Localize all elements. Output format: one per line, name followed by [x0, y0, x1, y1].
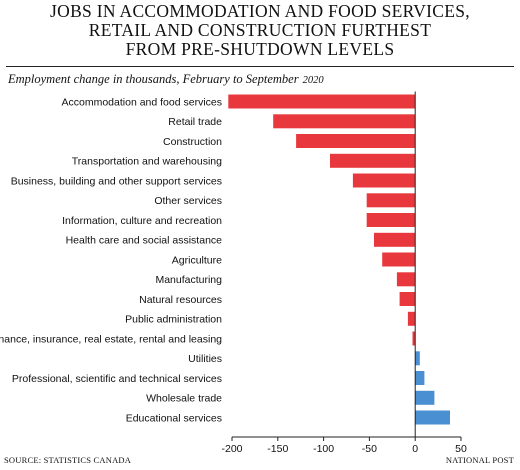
x-tick-label: 50 — [455, 443, 467, 455]
bar — [399, 292, 416, 306]
category-label: Information, culture and recreation — [62, 215, 222, 227]
title-divider — [6, 66, 514, 67]
chart-subtitle: Employment change in thousands, February… — [8, 72, 324, 87]
category-label: Wholesale trade — [146, 393, 222, 405]
title-line-2: RETAIL AND CONSTRUCTION FURTHEST — [88, 20, 432, 40]
x-tick-label: -50 — [362, 443, 377, 455]
x-tick-label: -150 — [267, 443, 288, 455]
title-line-1: JOBS IN ACCOMMODATION AND FOOD SERVICES, — [50, 1, 470, 21]
category-label: Health care and social assistance — [66, 235, 223, 247]
bar — [415, 351, 420, 366]
bar — [396, 272, 416, 287]
category-label: Natural resources — [139, 294, 222, 306]
bar — [415, 390, 435, 405]
title-line-3: FROM PRE-SHUTDOWN LEVELS — [125, 39, 395, 59]
category-label: Educational services — [126, 412, 222, 424]
category-label: Public administration — [125, 314, 222, 326]
category-label: Accommodation and food services — [62, 96, 223, 108]
x-tick-label: -200 — [221, 443, 242, 455]
category-label: Agriculture — [172, 254, 222, 266]
bar — [412, 331, 416, 346]
category-label: Retail trade — [168, 116, 222, 128]
x-tick-label: 0 — [412, 443, 418, 455]
bar — [330, 153, 416, 168]
category-label: Transportation and warehousing — [72, 156, 222, 168]
x-tick-label: -100 — [313, 443, 334, 455]
category-label: Manufacturing — [155, 274, 222, 286]
bar — [296, 134, 416, 148]
subtitle-year: 2020 — [302, 75, 324, 86]
bar — [228, 94, 416, 109]
category-label: Other services — [154, 195, 222, 207]
category-label: Finance, insurance, real estate, rental … — [0, 333, 222, 345]
category-label: Utilities — [188, 353, 222, 365]
subtitle-text: Employment change in thousands, February… — [8, 72, 299, 86]
bar — [366, 213, 416, 227]
category-label: Business, building and other support ser… — [11, 175, 222, 187]
chart-title: JOBS IN ACCOMMODATION AND FOOD SERVICES,… — [0, 2, 520, 59]
bar — [366, 193, 416, 208]
source-note: SOURCE: STATISTICS CANADA — [4, 455, 132, 465]
bar — [415, 371, 425, 385]
category-label: Construction — [163, 136, 222, 148]
bar — [273, 114, 416, 129]
bar — [352, 173, 416, 188]
bar — [382, 252, 416, 267]
bar — [415, 410, 450, 425]
bar — [374, 232, 416, 247]
category-label: Professional, scientific and technical s… — [12, 373, 222, 385]
credit-note: NATIONAL POST — [445, 455, 514, 465]
bar — [407, 311, 416, 326]
